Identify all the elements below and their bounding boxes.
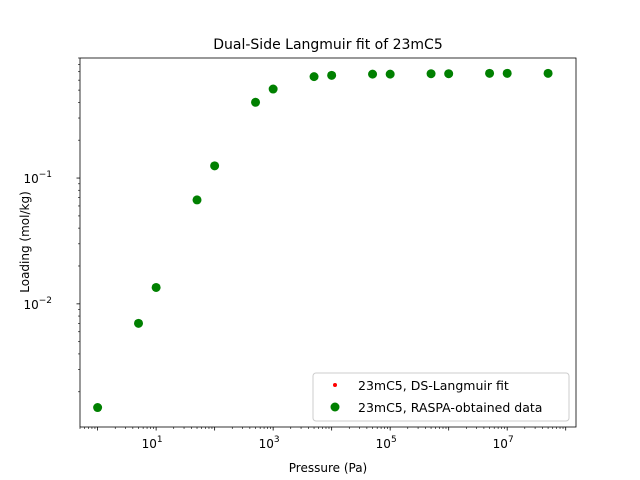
data-point [93,403,103,413]
data-points [93,68,553,413]
data-point [134,318,144,328]
data-point [309,72,319,82]
plot-area [80,58,576,427]
legend: 23mC5, DS-Langmuir fit 23mC5, RASPA-obta… [312,372,570,422]
x-tick-label: 107 [493,435,514,451]
x-axis-label: Pressure (Pa) [289,461,367,475]
chart-title: Dual-Side Langmuir fit of 23mC5 [213,37,442,53]
x-tick-label: 101 [142,435,163,451]
data-point [485,68,495,78]
data-point [210,161,220,171]
y-tick-label: 10−2 [23,296,52,312]
x-axis-ticks: 101 103 105 107 [79,427,567,451]
x-tick-label: 103 [259,435,280,451]
data-point [426,69,436,79]
y-axis-label: Loading (mol/kg) [18,191,32,293]
plot-frame [79,57,577,428]
legend-label-fit: 23mC5, DS-Langmuir fit [358,378,509,393]
data-point [192,195,202,205]
y-tick-label: 10−1 [23,170,52,186]
data-point [151,282,161,292]
data-point [385,69,395,79]
data-point [327,70,337,80]
data-point [543,68,553,78]
y-axis-ticks: 10−2 10−1 [23,57,80,393]
data-point [268,84,278,94]
legend-marker-fit [333,383,337,387]
legend-box [312,372,570,422]
data-point [444,69,454,79]
data-point [251,97,261,107]
legend-label-data: 23mC5, RASPA-obtained data [358,400,542,415]
legend-marker-data [330,402,340,412]
data-point [502,68,512,78]
x-tick-label: 105 [376,435,397,451]
data-point [368,69,378,79]
